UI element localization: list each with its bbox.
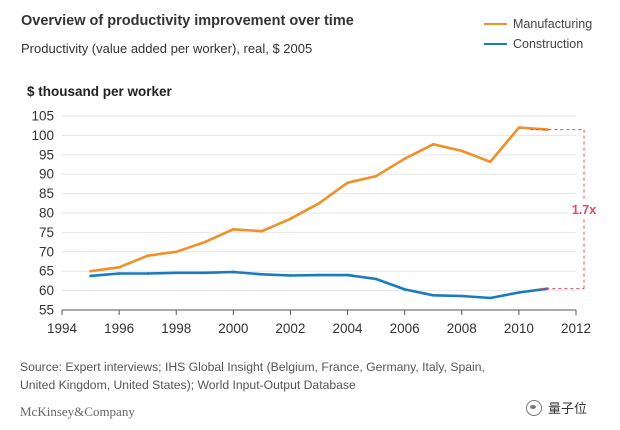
y-tick-label: 105 bbox=[31, 109, 54, 124]
y-tick-label: 60 bbox=[39, 283, 54, 298]
x-tick-label: 1998 bbox=[161, 321, 191, 336]
wechat-icon bbox=[526, 399, 542, 416]
annotation-label-bg bbox=[568, 200, 600, 219]
data-point-manufacturing bbox=[489, 160, 492, 164]
annotation-label: 1.7x bbox=[572, 203, 596, 217]
source-line-1: Source: Expert interviews; IHS Global In… bbox=[20, 360, 485, 374]
watermark-text: 量子位 bbox=[548, 401, 588, 416]
data-point-manufacturing bbox=[431, 143, 435, 146]
x-tick-label: 1994 bbox=[47, 321, 78, 336]
x-tick-label: 2010 bbox=[504, 321, 534, 336]
y-tick-label: 100 bbox=[31, 128, 54, 143]
data-point-manufacturing bbox=[117, 266, 121, 269]
data-point-construction bbox=[517, 291, 521, 294]
y-tick-label: 80 bbox=[39, 206, 54, 221]
y-tick-label: 55 bbox=[39, 303, 54, 318]
y-axis-label: $ thousand per worker bbox=[27, 84, 172, 99]
legend: Manufacturing Construction bbox=[484, 14, 592, 54]
x-tick-label: 1996 bbox=[104, 321, 134, 336]
y-tick-label: 95 bbox=[39, 147, 54, 162]
source-line-2: United Kingdom, United States); World In… bbox=[20, 378, 356, 392]
series-line-manufacturing bbox=[89, 126, 549, 273]
data-point-construction bbox=[374, 277, 378, 281]
data-point-manufacturing bbox=[146, 254, 149, 257]
data-point-construction bbox=[317, 273, 321, 277]
legend-item-manufacturing: Manufacturing bbox=[484, 14, 592, 34]
data-point-manufacturing bbox=[546, 128, 549, 131]
source-note: Source: Expert interviews; IHS Global In… bbox=[20, 358, 580, 394]
y-tick-label: 65 bbox=[39, 264, 54, 279]
x-tick-label: 2004 bbox=[333, 321, 364, 336]
x-tick-label: 2000 bbox=[218, 321, 248, 336]
data-point-manufacturing bbox=[260, 229, 264, 233]
data-point-construction bbox=[232, 270, 235, 274]
legend-item-construction: Construction bbox=[484, 34, 592, 54]
data-point-construction bbox=[89, 274, 92, 278]
y-tick-label: 85 bbox=[39, 186, 54, 201]
x-tick-label: 2012 bbox=[561, 321, 591, 336]
data-point-construction bbox=[431, 293, 435, 297]
data-point-manufacturing bbox=[232, 227, 235, 231]
data-point-manufacturing bbox=[374, 174, 378, 178]
y-tick-label: 90 bbox=[39, 167, 54, 182]
x-tick-label: 2008 bbox=[447, 321, 477, 336]
x-tick-label: 2006 bbox=[390, 321, 420, 336]
y-tick-label: 75 bbox=[39, 225, 54, 240]
data-point-construction bbox=[117, 272, 121, 275]
data-point-construction bbox=[346, 273, 349, 277]
brand-logo: McKinsey&Company bbox=[20, 404, 135, 419]
data-point-construction bbox=[260, 273, 264, 276]
chart-subtitle: Productivity (value added per worker), r… bbox=[21, 41, 313, 56]
chart-title: Overview of productivity improvement ove… bbox=[21, 13, 354, 29]
data-point-manufacturing bbox=[174, 250, 178, 254]
watermark: 量子位 bbox=[526, 398, 587, 417]
data-point-manufacturing bbox=[289, 217, 292, 221]
y-tick-label: 70 bbox=[39, 244, 54, 259]
x-tick-label: 2002 bbox=[275, 321, 305, 336]
data-point-construction bbox=[146, 272, 149, 275]
data-point-manufacturing bbox=[89, 269, 92, 273]
data-point-construction bbox=[489, 296, 492, 300]
data-point-manufacturing bbox=[517, 126, 521, 129]
data-point-construction bbox=[203, 271, 207, 275]
legend-label-construction: Construction bbox=[513, 37, 584, 51]
data-point-manufacturing bbox=[403, 157, 406, 160]
legend-swatch-construction bbox=[484, 42, 507, 46]
data-point-manufacturing bbox=[317, 202, 321, 205]
data-point-manufacturing bbox=[346, 181, 349, 185]
data-point-construction bbox=[289, 274, 292, 277]
data-point-construction bbox=[174, 271, 178, 275]
legend-swatch-manufacturing bbox=[484, 22, 507, 26]
data-point-manufacturing bbox=[203, 240, 207, 244]
data-point-construction bbox=[460, 294, 464, 298]
data-point-construction bbox=[403, 288, 406, 291]
legend-label-manufacturing: Manufacturing bbox=[513, 17, 593, 31]
data-point-manufacturing bbox=[460, 149, 464, 153]
